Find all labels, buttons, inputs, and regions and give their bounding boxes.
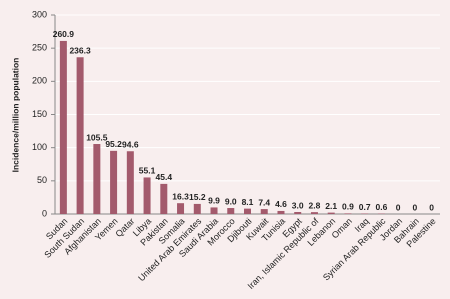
- value-label: 0: [429, 202, 434, 212]
- bar: [126, 151, 134, 214]
- bar: [344, 213, 352, 214]
- value-label: 2.1: [325, 201, 337, 211]
- bar: [177, 203, 185, 214]
- value-label: 0: [413, 202, 418, 212]
- y-tick-label: 250: [32, 43, 47, 53]
- value-label: 7.4: [258, 197, 270, 207]
- value-label: 105.5: [86, 132, 108, 142]
- value-label: 0.7: [359, 202, 371, 212]
- value-label: 260.9: [53, 29, 75, 39]
- value-label: 95.2: [105, 139, 122, 149]
- bar: [260, 209, 268, 214]
- value-label: 3.0: [292, 200, 304, 210]
- bar: [227, 208, 235, 214]
- bar: [193, 203, 201, 214]
- bar: [76, 57, 84, 214]
- value-label: 0.9: [342, 202, 354, 212]
- y-tick-label: 100: [32, 142, 47, 152]
- x-tick-label: Qatar: [113, 216, 136, 239]
- bar: [110, 150, 118, 214]
- y-tick-label: 150: [32, 109, 47, 119]
- bar: [93, 144, 101, 214]
- value-label: 236.3: [69, 46, 91, 56]
- y-tick-label: 50: [37, 175, 47, 185]
- value-label: 4.6: [275, 199, 287, 209]
- bar: [327, 212, 335, 214]
- value-label: 9.9: [208, 196, 220, 206]
- bar: [210, 207, 218, 214]
- y-tick-label: 200: [32, 76, 47, 86]
- value-label: 45.4: [156, 172, 173, 182]
- y-tick-label: 300: [32, 9, 47, 19]
- bar: [310, 212, 318, 214]
- y-axis-label: Incidence/million population: [10, 58, 20, 173]
- value-label: 9.0: [225, 196, 237, 206]
- bar: [160, 183, 168, 214]
- bar: [277, 210, 285, 214]
- value-label: 15.2: [189, 192, 206, 202]
- bar: [294, 212, 302, 214]
- bar: [143, 177, 151, 214]
- value-label: 0: [396, 202, 401, 212]
- value-label: 55.1: [139, 166, 156, 176]
- value-label: 2.8: [309, 200, 321, 210]
- bar: [59, 40, 67, 214]
- y-tick-label: 0: [42, 208, 47, 218]
- bar: [244, 208, 251, 214]
- value-label: 16.3: [172, 191, 189, 201]
- value-label: 94.6: [122, 139, 139, 149]
- value-label: 8.1: [242, 197, 254, 207]
- value-label: 0.6: [375, 202, 387, 212]
